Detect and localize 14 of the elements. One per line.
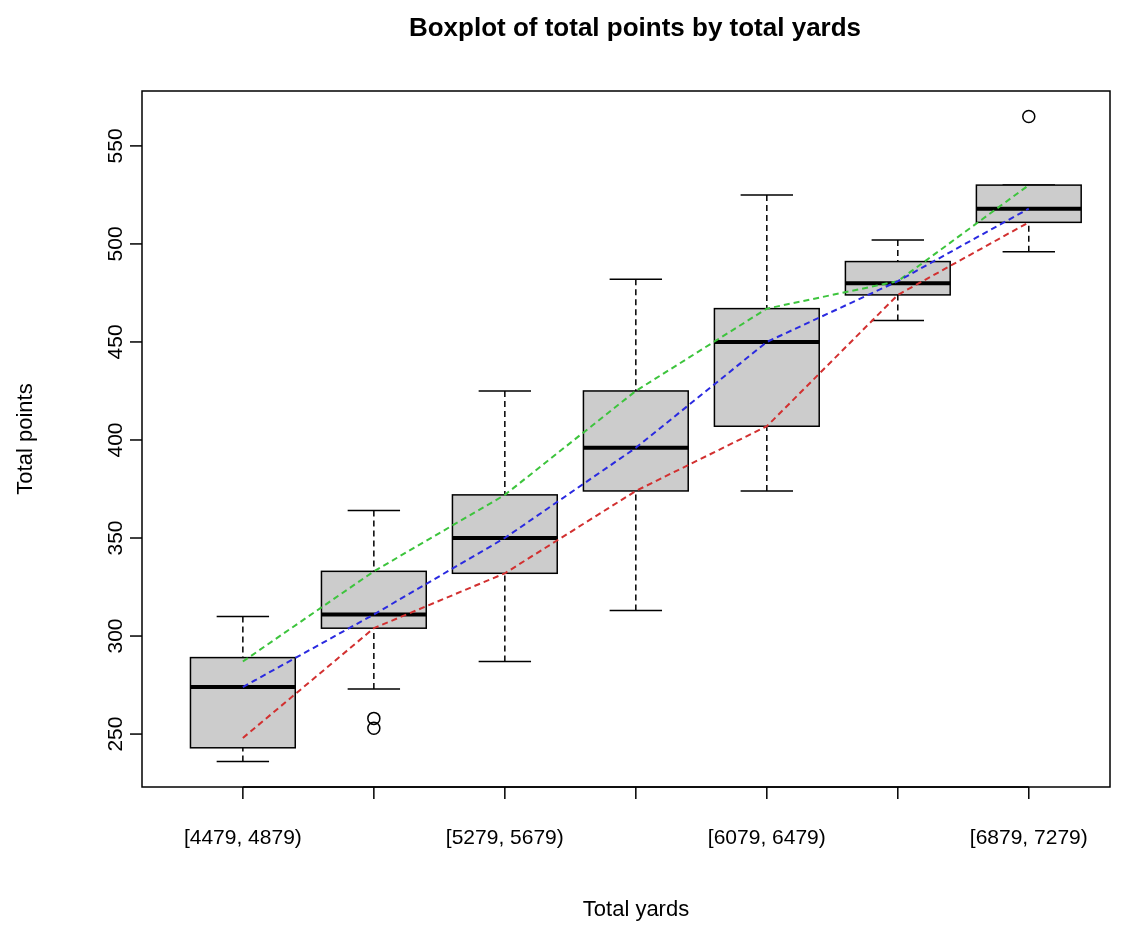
- x-tick-label: [4479, 4879): [183, 825, 302, 848]
- y-tick-label: 250: [103, 716, 126, 752]
- x-tick-label: [6879, 7279): [969, 825, 1088, 848]
- y-tick-label: 450: [103, 324, 126, 360]
- y-axis-title: Total points: [12, 383, 37, 495]
- x-axis-title: Total yards: [582, 896, 690, 921]
- y-tick-label: 500: [103, 226, 126, 262]
- y-tick-label: 300: [103, 618, 126, 654]
- y-tick-label: 400: [103, 422, 126, 458]
- y-tick-label: 550: [103, 128, 126, 164]
- chart-title: Boxplot of total points by total yards: [408, 12, 862, 42]
- y-tick-label: 350: [103, 520, 126, 556]
- x-tick-label: [5279, 5679): [445, 825, 564, 848]
- x-tick-label: [6079, 6479): [707, 825, 826, 848]
